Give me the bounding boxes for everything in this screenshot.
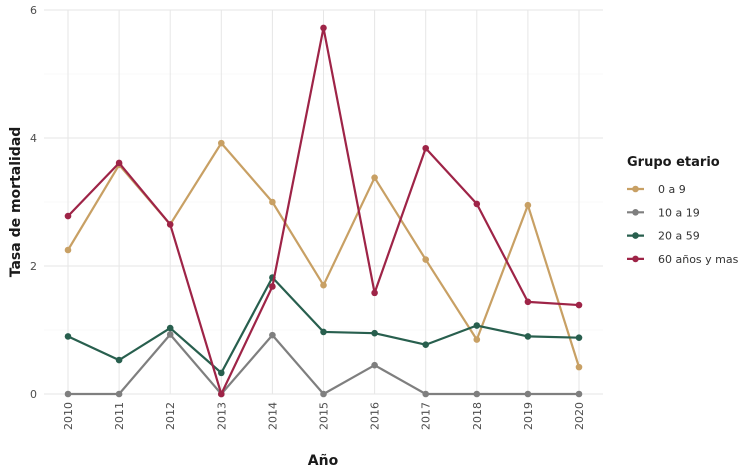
x-tick-label: 2017: [420, 402, 433, 430]
data-point: [524, 333, 532, 340]
data-point: [422, 256, 430, 263]
data-point: [320, 24, 327, 32]
data-point: [64, 390, 72, 398]
data-point: [422, 341, 430, 349]
legend-item: 10 a 19: [627, 206, 700, 219]
legend-item: 0 a 9: [627, 183, 686, 196]
legend-label: 60 años y mas: [658, 253, 739, 266]
x-tick-label: 2019: [522, 402, 535, 430]
data-point: [218, 369, 225, 377]
x-tick-label: 2016: [369, 402, 382, 430]
data-point: [115, 390, 123, 398]
data-point: [166, 331, 174, 338]
data-point: [473, 200, 481, 208]
legend: Grupo etario 0 a 9 10 a 19 20 a 59 60 años …: [627, 155, 739, 266]
data-point: [524, 201, 532, 209]
data-point: [524, 390, 532, 398]
y-tick-label: 6: [30, 4, 37, 17]
y-tick-label: 4: [30, 132, 37, 145]
data-point: [166, 324, 174, 332]
series-layer: [64, 24, 583, 398]
data-point: [371, 361, 378, 369]
grid-lines: [44, 9, 603, 395]
legend-title: Grupo etario: [627, 155, 720, 170]
data-point: [575, 390, 583, 398]
data-point: [575, 363, 583, 371]
data-point: [422, 390, 430, 398]
series-20-a-59: [64, 274, 583, 377]
data-point: [473, 336, 481, 343]
x-axis-title: Año: [308, 453, 339, 469]
data-point: [115, 356, 123, 364]
x-tick-label: 2013: [215, 402, 228, 430]
data-point: [524, 298, 532, 306]
x-axis-ticks: 2010 2011 2012 2013 2014 2015 2016 2017 2018 2019…: [62, 402, 586, 430]
data-point: [320, 281, 327, 289]
data-point: [575, 301, 583, 309]
x-tick-label: 2010: [62, 402, 75, 430]
data-point: [575, 334, 583, 341]
data-point: [64, 212, 72, 220]
data-point: [269, 331, 276, 339]
data-point: [64, 333, 72, 340]
data-point: [64, 246, 72, 254]
x-tick-label: 2020: [573, 402, 586, 430]
y-tick-label: 0: [30, 388, 37, 401]
legend-key-point: [632, 185, 639, 193]
data-point: [269, 198, 276, 206]
data-point: [473, 322, 481, 329]
y-axis-title: Tasa de mortalidad: [8, 127, 24, 278]
data-point: [115, 159, 123, 167]
x-tick-label: 2012: [164, 402, 177, 430]
data-point: [218, 139, 225, 147]
y-tick-label: 2: [30, 260, 37, 273]
data-point: [371, 289, 378, 297]
legend-label: 0 a 9: [658, 183, 686, 196]
data-point: [371, 329, 378, 337]
legend-item: 60 años y mas: [627, 253, 739, 266]
data-point: [320, 390, 327, 398]
data-point: [473, 390, 481, 398]
data-point: [422, 144, 430, 152]
legend-key-point: [632, 232, 639, 239]
legend-label: 10 a 19: [658, 206, 700, 219]
y-axis-ticks: 0 2 4 6: [30, 4, 37, 401]
data-point: [320, 328, 327, 336]
x-tick-label: 2015: [318, 402, 331, 430]
data-point: [218, 390, 225, 398]
legend-key-point: [632, 209, 639, 216]
data-point: [166, 221, 174, 228]
x-tick-label: 2018: [471, 402, 484, 430]
legend-label: 20 a 59: [658, 230, 700, 243]
x-tick-label: 2011: [113, 402, 126, 430]
legend-key-point: [632, 255, 639, 263]
legend-item: 20 a 59: [627, 230, 700, 243]
x-tick-label: 2014: [266, 402, 279, 430]
series-60-a-os-y-mas: [64, 24, 583, 398]
data-point: [371, 174, 378, 181]
data-point: [269, 283, 276, 290]
